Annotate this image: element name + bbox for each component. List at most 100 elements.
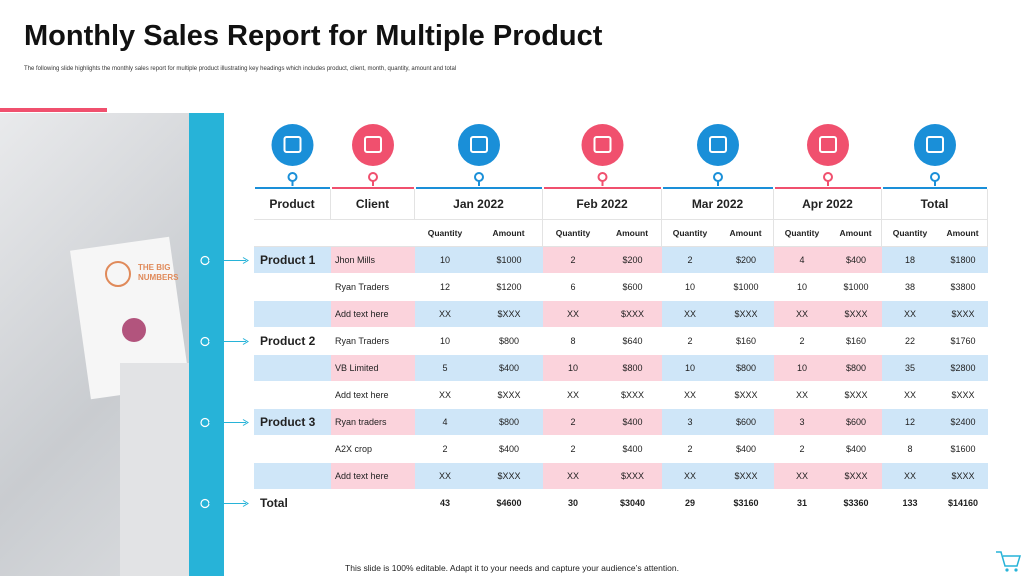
photo-pie [122,318,146,342]
value-cell: $800 [830,355,882,382]
pin [823,172,833,182]
value-cell: $2800 [938,355,988,382]
value-cell: 8 [882,436,938,463]
accent-line [0,108,107,112]
client-cell: Ryan traders [331,409,415,436]
product-cell: Product 2 [254,328,331,355]
subheader: Amount [475,220,543,247]
subheader: Amount [830,220,882,247]
value-cell: XX [882,463,938,490]
subheader: Quantity [662,220,718,247]
value-cell: XX [774,382,830,409]
value-cell: $600 [718,409,774,436]
value-cell: 10 [415,328,475,355]
value-cell: $1200 [475,274,543,301]
value-cell: 30 [543,490,603,517]
value-cell: $4600 [475,490,543,517]
pin [713,172,723,182]
value-cell: 8 [543,328,603,355]
icon [458,124,500,166]
value-cell: $400 [603,436,662,463]
value-cell: 2 [662,436,718,463]
value-cell: 2 [543,409,603,436]
column-header: Feb 2022 [543,189,662,220]
value-cell: $14160 [938,490,988,517]
product-cell [254,355,331,382]
product-cell [254,436,331,463]
value-cell: 35 [882,355,938,382]
value-cell: 12 [415,274,475,301]
value-cell: 2 [774,328,830,355]
client-cell [331,490,415,517]
footer: This slide is 100% editable. Adapt it to… [345,563,679,573]
icon [697,124,739,166]
connector-arrow [242,500,249,507]
value-cell: $XXX [718,463,774,490]
pin [597,172,608,182]
pin [474,172,484,182]
icon-glyph [283,136,302,153]
value-cell: XX [415,301,475,328]
value-cell: $XXX [475,463,543,490]
value-cell: 22 [882,328,938,355]
value-cell: XX [662,382,718,409]
connector-arrow [242,419,249,426]
product-cell: Product 1 [254,247,331,274]
value-cell: 2 [774,436,830,463]
client-cell: A2X crop [331,436,415,463]
product-cell [254,382,331,409]
subheader: Amount [603,220,662,247]
value-cell: 10 [415,247,475,274]
pin [930,172,940,182]
icon [807,124,849,166]
value-cell: $XXX [938,301,988,328]
column-header: Product [254,189,331,220]
client-cell: Ryan Traders [331,274,415,301]
value-cell: $XXX [475,301,543,328]
value-cell: 10 [662,274,718,301]
subheader: Amount [718,220,774,247]
value-cell: $400 [718,436,774,463]
value-cell: $XXX [830,382,882,409]
client-cell: Ryan Traders [331,328,415,355]
value-cell: 31 [774,490,830,517]
value-cell: 43 [415,490,475,517]
value-cell: $400 [830,247,882,274]
value-cell: 2 [662,328,718,355]
value-cell: $400 [475,436,543,463]
value-cell: 38 [882,274,938,301]
value-cell: $1800 [938,247,988,274]
client-cell: Jhon Mills [331,247,415,274]
value-cell: $400 [830,436,882,463]
value-cell: 3 [774,409,830,436]
value-cell: 2 [543,436,603,463]
value-cell: $1600 [938,436,988,463]
icon-glyph [593,136,612,153]
connector-dot [200,336,210,347]
value-cell: $800 [718,355,774,382]
column-header: Apr 2022 [774,189,882,220]
value-cell: XX [415,463,475,490]
column-header: Jan 2022 [415,189,543,220]
photo-icon [105,261,131,287]
value-cell: 3 [662,409,718,436]
product-cell [254,274,331,301]
cart-wheel [1014,568,1018,572]
value-cell: $XXX [938,382,988,409]
value-cell: 2 [543,247,603,274]
value-cell: $600 [603,274,662,301]
value-cell: 2 [415,436,475,463]
product-cell: Total [254,490,331,517]
value-cell: 29 [662,490,718,517]
column-header: Mar 2022 [662,189,774,220]
value-cell: XX [543,301,603,328]
value-cell: $1000 [718,274,774,301]
subheader: Quantity [543,220,603,247]
value-cell: $3160 [718,490,774,517]
value-cell: XX [882,382,938,409]
value-cell: $800 [475,328,543,355]
value-cell: $XXX [830,463,882,490]
connector-arrow [242,257,249,264]
header-cell [254,220,415,247]
